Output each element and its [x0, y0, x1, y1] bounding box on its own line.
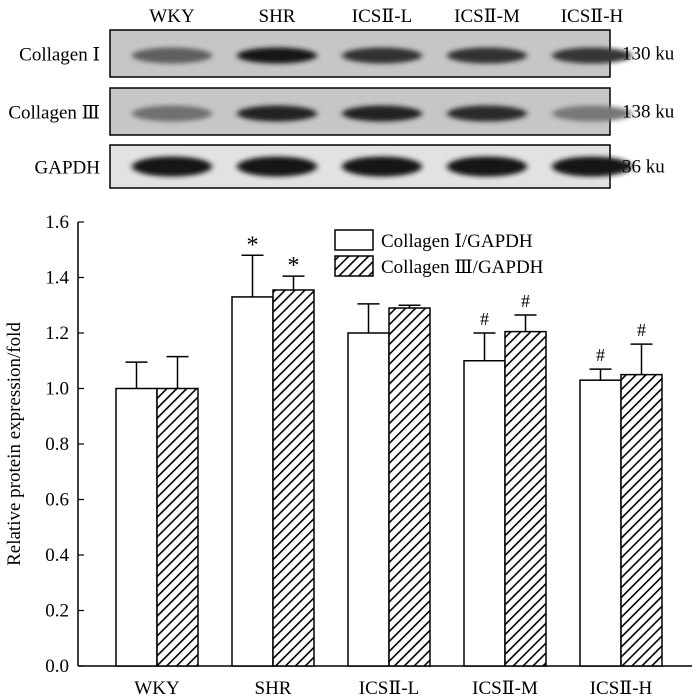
y-tick-label: 1.2: [45, 323, 69, 344]
lane-label-1: SHR: [259, 6, 296, 27]
y-tick-label: 0.2: [45, 601, 69, 622]
lane-label-2: ICSⅡ-L: [352, 6, 412, 27]
bar-2-0: [347, 332, 390, 667]
blot-band: [552, 156, 632, 177]
y-tick-label: 0.4: [45, 545, 69, 566]
significance-mark: #: [637, 320, 646, 340]
blot-band: [447, 105, 527, 122]
x-tick-label-2: ICSⅡ-L: [359, 678, 419, 697]
y-tick-label: 0.8: [45, 434, 69, 455]
blot-band: [132, 47, 212, 64]
bar-3-0: [463, 360, 506, 667]
significance-mark: *: [247, 232, 259, 258]
blot-band: [132, 105, 212, 122]
row-label: Collagen Ⅲ: [8, 103, 100, 124]
legend-label-1: Collagen Ⅲ/GAPDH: [381, 257, 544, 278]
bar-0-1: [156, 387, 199, 667]
blot-band: [237, 47, 317, 64]
legend: Collagen Ⅰ/GAPDH Collagen Ⅲ/GAPDH: [334, 229, 544, 278]
bar-4-0: [579, 379, 622, 667]
blot-row-2: [109, 144, 632, 189]
x-tick-label-3: ICSⅡ-M: [472, 678, 538, 697]
bar-chart: 0.0 0.2 0.4 0.6 0.8 1.0 1.2 1.4 1.6 Relative prot…: [4, 212, 692, 697]
bar-1-0: [231, 296, 274, 667]
blot-band: [552, 105, 632, 122]
row-label: Collagen Ⅰ: [19, 45, 100, 66]
size-label: 138 ku: [622, 102, 675, 123]
significance-mark: #: [521, 291, 530, 311]
bar-2-1: [388, 307, 431, 667]
significance-mark: #: [596, 345, 605, 365]
blot-band: [552, 47, 632, 64]
blot-band: [237, 105, 317, 122]
y-tick-label: 0.6: [45, 490, 69, 511]
x-tick-label-1: SHR: [255, 678, 292, 697]
blot-row-0: [109, 29, 632, 78]
lane-label-0: WKY: [149, 6, 195, 27]
size-label: 36 ku: [622, 157, 665, 178]
blot-band: [342, 156, 422, 177]
y-tick-label: 1.0: [45, 379, 69, 400]
significance-mark: *: [288, 253, 300, 279]
lane-label-4: ICSⅡ-H: [561, 6, 624, 27]
blot-band: [447, 47, 527, 64]
blot-row-1: [109, 87, 632, 136]
legend-label-0: Collagen Ⅰ/GAPDH: [381, 231, 533, 252]
bar-1-1: [272, 289, 315, 667]
y-tick-label: 1.4: [45, 268, 69, 289]
y-tick-label: 0.0: [45, 656, 69, 677]
western-blot: WKY SHR ICSⅡ-L ICSⅡ-M ICSⅡ-H Collagen Ⅰ 130 ku…: [8, 6, 675, 189]
blot-band: [447, 156, 527, 177]
lane-label-3: ICSⅡ-M: [454, 6, 520, 27]
row-label: GAPDH: [35, 158, 101, 179]
legend-swatch-1: [334, 255, 374, 277]
blot-band: [342, 47, 422, 64]
blot-band: [132, 156, 212, 177]
y-tick-label: 1.6: [45, 212, 69, 233]
blot-band: [342, 105, 422, 122]
x-tick-label-0: WKY: [134, 678, 180, 697]
bar-4-1: [620, 373, 663, 667]
size-label: 130 ku: [622, 44, 675, 65]
legend-swatch-0: [334, 229, 374, 251]
y-axis-label: Relative protein expression/fold: [4, 322, 25, 566]
bar-0-0: [115, 387, 158, 667]
significance-mark: #: [480, 309, 489, 329]
blot-band: [237, 156, 317, 177]
bar-3-1: [504, 330, 547, 667]
x-tick-label-4: ICSⅡ-H: [590, 678, 653, 697]
